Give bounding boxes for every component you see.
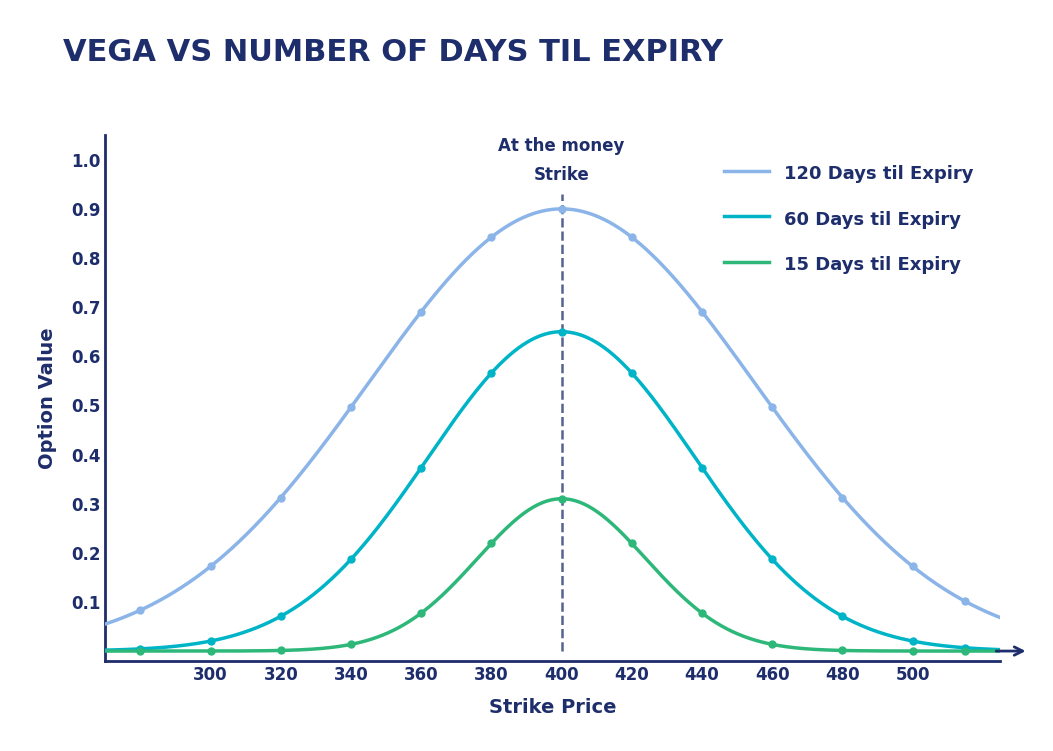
15 Days til Expiry [461,566,474,575]
120 Days til Expiry [191,572,203,581]
120 Days til Expiry [798,445,811,454]
60 Days til Expiry [798,586,811,595]
Text: Strike: Strike [534,166,590,184]
120 Days til Expiry [99,620,112,629]
60 Days til Expiry [191,639,203,648]
Legend: 120 Days til Expiry, 60 Days til Expiry, 15 Days til Expiry: 120 Days til Expiry, 60 Days til Expiry,… [707,144,991,294]
60 Days til Expiry [493,360,505,369]
Text: VEGA VS NUMBER OF DAYS TIL EXPIRY: VEGA VS NUMBER OF DAYS TIL EXPIRY [63,38,723,67]
120 Days til Expiry [994,613,1007,622]
Line: 60 Days til Expiry: 60 Days til Expiry [105,332,1000,650]
15 Days til Expiry [814,645,827,654]
60 Days til Expiry [994,645,1007,654]
120 Days til Expiry [715,332,728,341]
Line: 15 Days til Expiry: 15 Days til Expiry [105,499,1000,651]
60 Days til Expiry [814,598,827,607]
120 Days til Expiry [461,254,474,263]
120 Days til Expiry [555,204,568,213]
Line: 120 Days til Expiry: 120 Days til Expiry [105,209,1000,624]
15 Days til Expiry [994,647,1007,656]
15 Days til Expiry [798,644,811,653]
120 Days til Expiry [493,227,505,236]
15 Days til Expiry [191,647,203,656]
60 Days til Expiry [715,490,728,499]
60 Days til Expiry [555,327,568,336]
X-axis label: Strike Price: Strike Price [489,698,617,716]
15 Days til Expiry [715,621,728,630]
60 Days til Expiry [99,646,112,655]
Text: At the money: At the money [498,137,624,155]
15 Days til Expiry [555,494,568,503]
60 Days til Expiry [461,398,474,407]
Y-axis label: Option Value: Option Value [38,327,57,469]
15 Days til Expiry [99,647,112,656]
120 Days til Expiry [814,466,827,475]
15 Days til Expiry [493,530,505,539]
